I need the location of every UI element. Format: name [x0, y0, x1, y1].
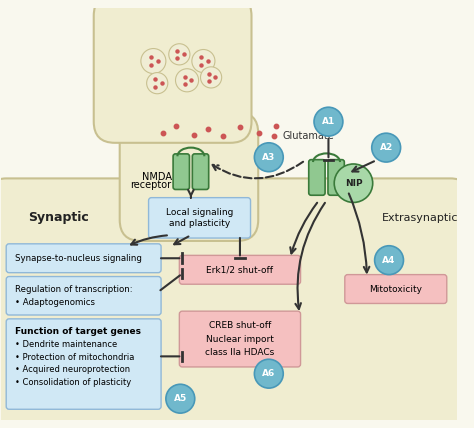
Circle shape: [255, 359, 283, 388]
Text: Function of target genes: Function of target genes: [15, 327, 141, 336]
Circle shape: [169, 44, 190, 65]
FancyBboxPatch shape: [120, 112, 258, 241]
Circle shape: [201, 67, 222, 88]
Text: A1: A1: [322, 117, 335, 126]
FancyBboxPatch shape: [148, 198, 251, 238]
Text: NMDA: NMDA: [142, 172, 172, 182]
Text: class IIa HDACs: class IIa HDACs: [205, 348, 274, 357]
Text: A4: A4: [383, 256, 396, 265]
FancyBboxPatch shape: [94, 0, 252, 143]
Text: Mitotoxicity: Mitotoxicity: [369, 285, 422, 294]
Text: Local signaling
and plasticity: Local signaling and plasticity: [166, 208, 233, 228]
Circle shape: [175, 69, 199, 92]
Text: Glutamate: Glutamate: [283, 131, 334, 141]
Text: receptor: receptor: [130, 180, 172, 190]
Text: • Adaptogenomics: • Adaptogenomics: [15, 298, 95, 307]
Circle shape: [166, 384, 195, 413]
Circle shape: [374, 246, 403, 275]
Text: • Dendrite maintenance: • Dendrite maintenance: [15, 340, 117, 349]
Text: Synaptic: Synaptic: [28, 211, 89, 224]
FancyBboxPatch shape: [309, 160, 325, 195]
Circle shape: [334, 164, 373, 202]
FancyBboxPatch shape: [179, 256, 301, 284]
Text: Extrasynaptic: Extrasynaptic: [383, 213, 459, 223]
Text: • Consolidation of plasticity: • Consolidation of plasticity: [15, 378, 131, 387]
Text: A2: A2: [380, 143, 393, 152]
FancyBboxPatch shape: [192, 154, 209, 190]
FancyBboxPatch shape: [6, 244, 161, 273]
Circle shape: [314, 107, 343, 136]
Text: Synapse-to-nucleus signaling: Synapse-to-nucleus signaling: [15, 254, 142, 263]
Text: Erk1/2 shut-off: Erk1/2 shut-off: [207, 265, 273, 274]
Text: A3: A3: [262, 153, 275, 162]
Text: • Protection of mitochondria: • Protection of mitochondria: [15, 353, 134, 362]
FancyBboxPatch shape: [6, 319, 161, 409]
FancyBboxPatch shape: [6, 276, 161, 315]
FancyBboxPatch shape: [328, 160, 344, 195]
Text: A5: A5: [173, 394, 187, 403]
Text: Regulation of transcription:: Regulation of transcription:: [15, 285, 132, 294]
FancyBboxPatch shape: [173, 154, 190, 190]
Circle shape: [146, 73, 168, 94]
Text: A6: A6: [262, 369, 275, 378]
FancyBboxPatch shape: [0, 178, 468, 425]
FancyBboxPatch shape: [345, 275, 447, 303]
FancyBboxPatch shape: [179, 311, 301, 367]
Text: CREB shut-off: CREB shut-off: [209, 321, 271, 330]
Text: Nuclear import: Nuclear import: [206, 335, 274, 344]
Circle shape: [141, 48, 166, 74]
Text: NIP: NIP: [345, 179, 362, 188]
Text: • Acquired neuroprotection: • Acquired neuroprotection: [15, 366, 130, 374]
Circle shape: [192, 50, 215, 73]
Circle shape: [255, 143, 283, 172]
Circle shape: [372, 133, 401, 162]
